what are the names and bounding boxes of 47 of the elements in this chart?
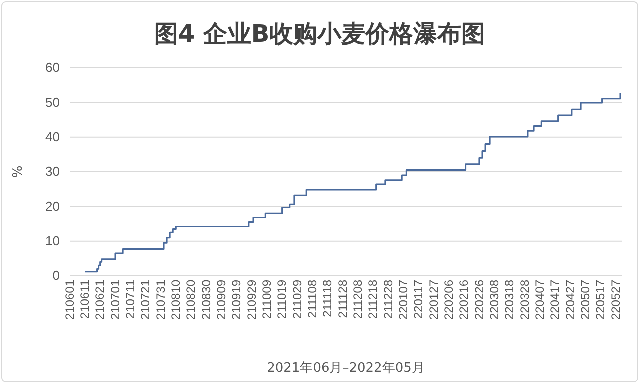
x-tick-label: 220507 [578, 280, 592, 320]
x-tick-label: 211029 [290, 280, 304, 320]
x-tick-label: 211228 [381, 280, 396, 320]
chart-title: 图4 企业B收购小麦价格瀑布图 [154, 20, 486, 48]
x-tick-label: 220517 [594, 280, 608, 320]
x-tick-label: 210919 [230, 280, 244, 320]
y-tick-label: 40 [46, 129, 60, 144]
x-tick-label: 220226 [472, 280, 486, 320]
x-tick-label: 220407 [532, 280, 547, 320]
x-tick-label: 220527 [608, 280, 623, 320]
x-tick-label: 211118 [320, 280, 335, 318]
y-tick-label: 50 [46, 94, 60, 110]
x-tick-label: 220328 [518, 280, 532, 320]
y-tick-label: 30 [46, 164, 60, 180]
y-axis-title: % [11, 166, 26, 178]
x-tick-label: 210721 [138, 280, 153, 320]
x-tick-label: 220216 [457, 280, 472, 320]
x-tick-label: 210611 [78, 280, 92, 320]
x-tick-label: 220107 [396, 280, 410, 320]
y-tick-label: 60 [46, 60, 60, 76]
x-axis-title: 2021年06月–2022年05月 [267, 361, 425, 376]
x-tick-label: 210909 [214, 280, 228, 320]
x-tick-label: 220427 [563, 280, 578, 320]
x-tick-label: 210810 [168, 280, 183, 320]
y-tick-label: 20 [46, 198, 60, 214]
x-tick-label: 211019 [275, 280, 290, 320]
x-tick-label: 220308 [487, 280, 502, 320]
x-tick-label: 220417 [548, 280, 562, 320]
x-tick-label: 210601 [62, 280, 77, 320]
x-tick-label: 220127 [426, 280, 441, 320]
x-tick-label: 211108 [305, 280, 320, 318]
x-tick-label: 210820 [184, 280, 198, 320]
y-tick-label: 0 [52, 268, 60, 284]
x-tick-label: 211208 [350, 280, 365, 320]
x-tick-label: 210621 [93, 280, 108, 320]
x-tick-label: 211128 [336, 280, 350, 318]
x-tick-label: 210711 [124, 280, 138, 320]
x-tick-label: 210701 [108, 280, 122, 320]
x-tick-label: 211218 [366, 280, 380, 320]
y-tick-label: 10 [46, 233, 60, 248]
x-tick-label: 220206 [442, 280, 456, 320]
x-tick-label: 210929 [244, 280, 259, 320]
x-tick-label: 210830 [199, 280, 214, 320]
x-tick-label: 210731 [154, 280, 168, 320]
x-tick-label: 220318 [502, 280, 517, 320]
x-tick-label: 220117 [412, 280, 426, 320]
x-tick-label: 211009 [260, 280, 274, 320]
